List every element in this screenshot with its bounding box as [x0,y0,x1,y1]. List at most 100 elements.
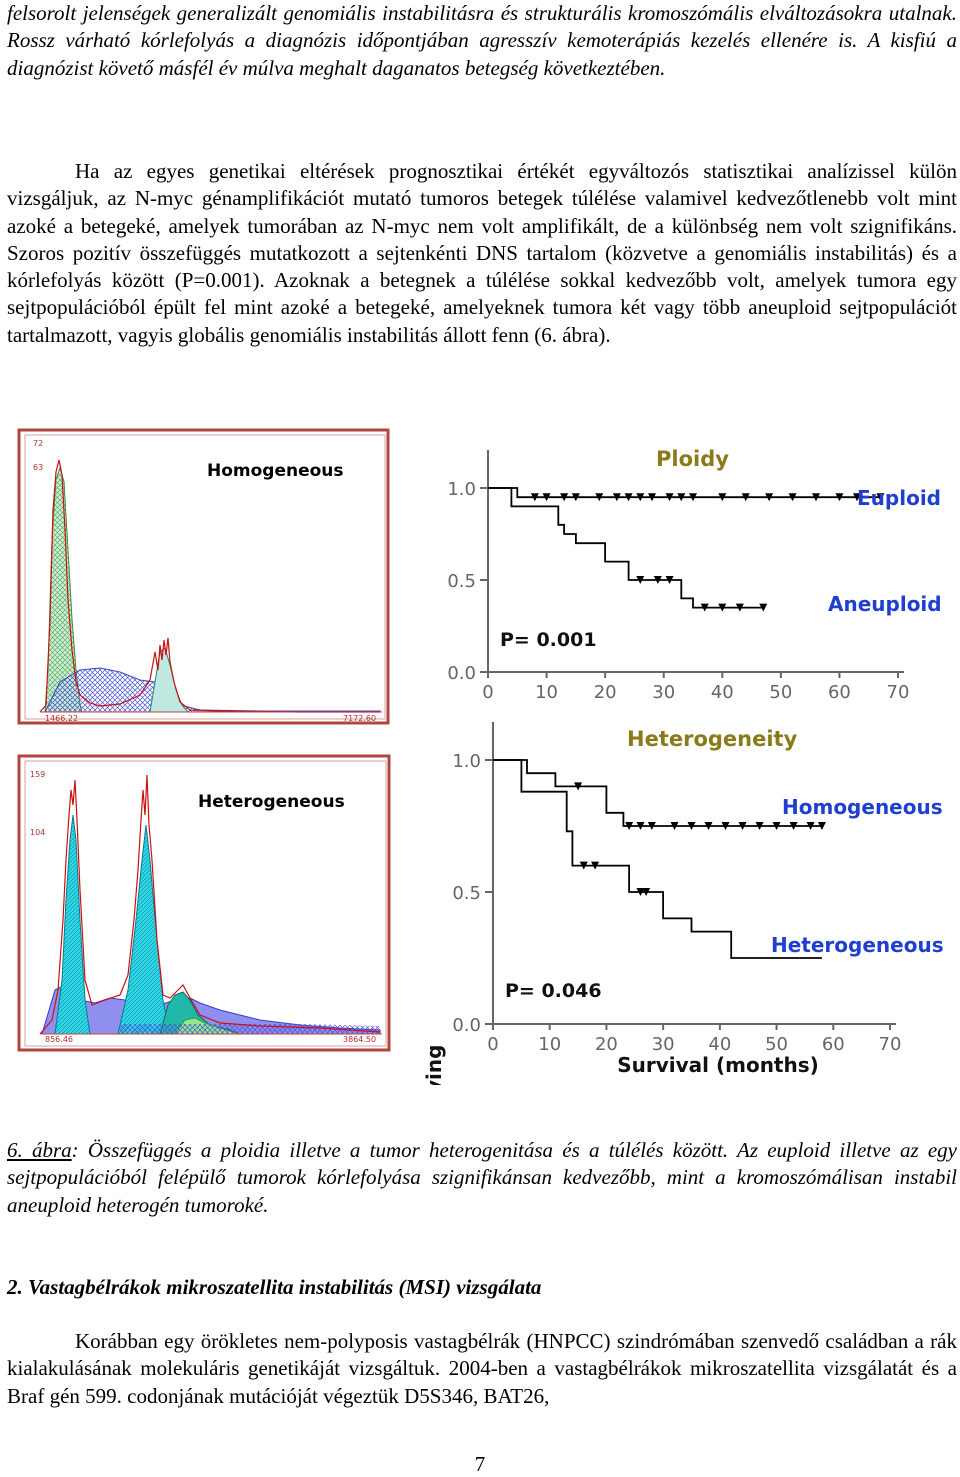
km-x-tick-label: 30 [652,682,675,703]
km-y-tick-label: 0.5 [447,571,476,592]
km-x-tick-label: 50 [765,1034,788,1055]
km-censor-mark [687,822,696,830]
km-censor-mark [591,861,600,870]
km-censor-mark [704,822,713,830]
homogeneous-y-tick-1: 72 [33,439,43,448]
homogeneous-x-left: 1466.22 [45,714,78,723]
km-censor-mark [765,493,774,502]
km-censor-mark [665,576,674,584]
km-censor-mark [735,603,744,612]
km-censor-mark [665,493,674,502]
km-chart-heterogeneity: 0.0 0.5 1.0 0 10 20 30 40 50 60 70 Heterogeneity P= … [452,722,944,1055]
km-censor-mark [595,493,604,502]
km-censor-mark [571,493,580,502]
km-censor-mark [700,603,709,612]
caption-label: 6. ábra [7,1138,72,1162]
figure-6: Homogeneous 72 63 1466.22 7172.60 Hetero… [17,428,944,1085]
km-x-tick-label: 40 [708,1034,731,1055]
km-series-label-euploid: Euploid [857,486,941,510]
km-chart-ploidy: 0.0 0.5 1.0 0 10 20 30 40 50 60 70 Ploidy P= 0.001 Eu… [447,447,941,703]
km-censor-mark [625,822,634,830]
km-censor-mark [642,888,651,896]
km-x-tick-label: 10 [538,1034,561,1055]
km-censor-mark [636,888,645,896]
heterogeneous-y-tick-2: 104 [30,828,45,837]
heterogeneous-x-right: 3864.50 [343,1035,376,1044]
km-censor-mark [689,493,697,502]
km-x-tick-label: 0 [482,682,493,703]
figure-caption: 6. ábra: Összefüggés a ploidia illetve a… [7,1137,957,1219]
histogram-homogeneous: Homogeneous 72 63 1466.22 7172.60 [17,428,390,725]
km-series-label-heterogeneous: Heterogeneous [771,933,944,957]
km-censor-mark [670,822,679,830]
km-censor-mark [772,822,781,830]
km-x-tick-label: 0 [487,1034,498,1055]
km-y-tick-label: 0.0 [452,1015,481,1036]
page-number: 7 [474,1452,486,1476]
km-x-tick-label: 30 [652,1034,675,1055]
km-censor-mark [574,782,583,791]
homogeneous-y-tick-2: 63 [33,463,43,472]
km-title: Heterogeneity [627,727,798,751]
km-censor-mark [542,493,551,502]
homogeneous-title: Homogeneous [207,461,344,481]
heterogeneous-x-left: 856.46 [45,1035,73,1044]
km-title: Ploidy [656,447,729,471]
km-censor-mark [812,493,820,502]
km-censor-mark [755,822,764,830]
section-heading: 2. Vastagbélrákok mikroszatellita instab… [7,1275,542,1299]
km-censor-mark [653,576,662,584]
km-censor-mark [788,493,797,502]
km-x-tick-label: 10 [535,682,558,703]
km-censor-mark [759,603,768,612]
km-series-line-homogeneous [493,759,822,827]
km-y-tick-label: 1.0 [452,751,481,772]
km-censor-mark [741,493,750,502]
km-censor-mark [530,493,539,502]
histogram-heterogeneous: Heterogeneous 159 104 856.46 3864.50 [17,754,391,1052]
km-y-tick-label: 1.0 [447,479,476,500]
km-series-line-aneuploid [488,487,764,609]
body-paragraph: Ha az egyes genetikai eltérések prognosz… [7,159,957,347]
km-x-tick-label: 70 [887,682,910,703]
km-series-label-aneuploid: Aneuploid [828,592,942,616]
km-censor-mark [579,861,588,870]
km-x-tick-label: 50 [769,682,792,703]
km-censor-mark [647,822,656,830]
km-x-tick-label: 20 [594,682,617,703]
heterogeneous-y-tick-1: 159 [30,770,45,779]
section-paragraph: Korábban egy örökletes nem-polyposis vas… [7,1329,957,1408]
km-censor-mark [853,493,861,502]
km-p-value: P= 0.001 [500,629,597,651]
km-censor-mark [817,822,826,830]
km-censor-mark [718,493,727,502]
km-censor-mark [876,493,885,502]
km-censor-mark [648,493,656,502]
y-axis-label: Probability surviving [422,1045,446,1085]
heterogeneous-title: Heterogeneous [198,792,345,812]
caption-text: : Összefüggés a ploidia illetve a tumor … [7,1138,957,1217]
km-x-tick-label: 60 [828,682,851,703]
x-axis-label: Survival (months) [617,1053,819,1077]
heterogeneous-hatch-band [120,1024,380,1034]
homogeneous-raw-trace [39,459,380,713]
km-x-tick-label: 60 [822,1034,845,1055]
km-censor-mark [677,493,686,502]
km-censor-mark [624,493,633,502]
km-y-tick-label: 0.0 [447,663,476,684]
km-censor-mark [560,493,569,502]
km-censor-mark [789,822,798,830]
km-x-tick-label: 70 [879,1034,902,1055]
km-censor-mark [612,493,621,502]
km-series-label-homogeneous: Homogeneous [782,795,943,819]
heterogeneous-raw-trace [39,774,381,1035]
km-censor-mark [636,493,645,502]
km-censor-mark [636,822,645,830]
homogeneous-x-right: 7172.60 [343,714,376,723]
km-censor-mark [721,822,730,830]
km-y-tick-label: 0.5 [452,883,481,904]
km-censor-mark [718,603,727,612]
km-p-value: P= 0.046 [505,980,602,1002]
km-censor-mark [806,822,815,830]
km-censor-mark [636,576,645,584]
